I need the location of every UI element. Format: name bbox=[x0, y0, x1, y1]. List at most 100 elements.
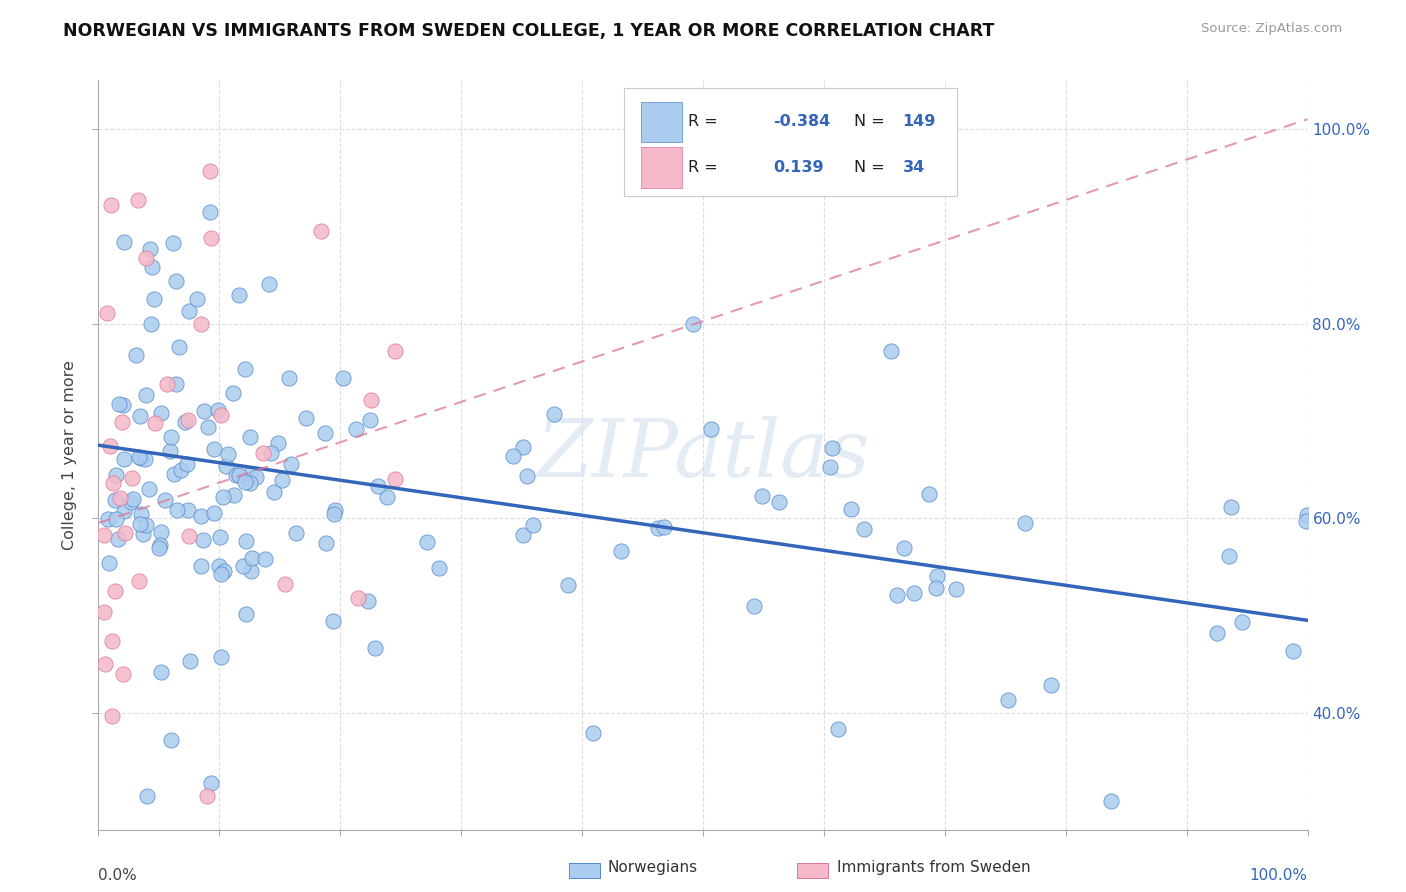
Point bbox=[375, 490, 398, 504]
Point bbox=[751, 489, 773, 503]
Point bbox=[886, 587, 908, 601]
Text: Immigrants from Sweden: Immigrants from Sweden bbox=[837, 860, 1031, 874]
Text: Source: ZipAtlas.com: Source: ZipAtlas.com bbox=[1202, 22, 1343, 36]
Point bbox=[222, 385, 245, 400]
Point bbox=[235, 607, 257, 621]
Point bbox=[211, 490, 233, 504]
Point bbox=[128, 516, 150, 531]
Point bbox=[190, 558, 212, 573]
Point bbox=[190, 509, 212, 524]
Point bbox=[257, 277, 280, 292]
Point bbox=[212, 564, 235, 578]
Point bbox=[100, 439, 122, 453]
Point bbox=[141, 317, 163, 331]
Point bbox=[179, 528, 201, 542]
Point bbox=[1206, 626, 1229, 640]
Point bbox=[1218, 549, 1240, 563]
Point bbox=[880, 344, 903, 359]
Point bbox=[207, 402, 229, 417]
Point bbox=[198, 204, 221, 219]
Point bbox=[209, 409, 232, 423]
Point bbox=[177, 304, 200, 318]
Point bbox=[107, 532, 129, 546]
Point bbox=[209, 566, 232, 581]
Point bbox=[280, 457, 302, 471]
Point bbox=[240, 564, 263, 578]
Text: N =: N = bbox=[855, 114, 890, 129]
Point bbox=[427, 560, 450, 574]
Point bbox=[235, 534, 257, 549]
Point bbox=[512, 440, 534, 454]
FancyBboxPatch shape bbox=[641, 147, 682, 187]
Point bbox=[322, 614, 344, 628]
Point bbox=[156, 377, 179, 392]
Point bbox=[101, 634, 124, 648]
Point bbox=[1039, 678, 1062, 692]
Point bbox=[582, 726, 605, 740]
Point bbox=[186, 292, 208, 306]
Point bbox=[356, 594, 378, 608]
Point bbox=[110, 491, 132, 505]
Point bbox=[820, 459, 842, 474]
Text: NORWEGIAN VS IMMIGRANTS FROM SWEDEN COLLEGE, 1 YEAR OR MORE CORRELATION CHART: NORWEGIAN VS IMMIGRANTS FROM SWEDEN COLL… bbox=[63, 22, 994, 40]
Point bbox=[128, 450, 150, 464]
Point bbox=[159, 430, 181, 444]
Point bbox=[1099, 794, 1122, 808]
Point bbox=[263, 485, 285, 500]
Text: N =: N = bbox=[855, 160, 890, 175]
Point bbox=[647, 521, 669, 535]
Point bbox=[166, 503, 188, 517]
Text: 149: 149 bbox=[903, 114, 936, 129]
Point bbox=[294, 410, 316, 425]
Point bbox=[208, 558, 231, 573]
Point bbox=[149, 406, 172, 420]
Point bbox=[104, 583, 127, 598]
Point bbox=[522, 517, 544, 532]
Point bbox=[120, 495, 142, 509]
Point bbox=[384, 472, 406, 486]
Point bbox=[240, 550, 263, 565]
Text: 34: 34 bbox=[903, 160, 925, 175]
Point bbox=[125, 348, 148, 362]
Text: -0.384: -0.384 bbox=[773, 114, 831, 129]
Point bbox=[228, 467, 250, 482]
Point bbox=[163, 467, 186, 481]
Point bbox=[148, 541, 170, 555]
Point bbox=[129, 507, 152, 521]
Point bbox=[200, 776, 222, 790]
Point bbox=[315, 536, 337, 550]
Point bbox=[177, 413, 200, 427]
Point bbox=[359, 413, 381, 427]
Text: R =: R = bbox=[689, 160, 723, 175]
Point bbox=[314, 426, 336, 441]
Point bbox=[827, 722, 849, 736]
Point bbox=[512, 528, 534, 542]
Point bbox=[284, 526, 307, 541]
Point bbox=[945, 582, 967, 597]
Point bbox=[217, 447, 239, 461]
Point bbox=[215, 459, 238, 474]
Point bbox=[742, 599, 765, 614]
Point bbox=[179, 654, 201, 668]
Point bbox=[132, 527, 155, 541]
Point bbox=[128, 574, 150, 588]
Point bbox=[839, 502, 862, 516]
Point bbox=[1282, 644, 1305, 658]
Text: 0.0%: 0.0% bbox=[98, 869, 138, 883]
Point bbox=[101, 709, 124, 723]
Point bbox=[165, 377, 187, 392]
Point bbox=[105, 512, 128, 526]
Point bbox=[1296, 508, 1319, 523]
FancyBboxPatch shape bbox=[624, 87, 957, 196]
Text: 100.0%: 100.0% bbox=[1250, 869, 1308, 883]
Point bbox=[111, 415, 134, 429]
Text: Norwegians: Norwegians bbox=[607, 860, 697, 874]
Point bbox=[311, 224, 333, 238]
Point bbox=[225, 467, 247, 482]
Point bbox=[127, 194, 149, 208]
Point bbox=[364, 641, 387, 656]
Point bbox=[1230, 615, 1253, 629]
Point bbox=[270, 473, 292, 487]
Point bbox=[129, 450, 152, 465]
Point bbox=[193, 404, 215, 418]
